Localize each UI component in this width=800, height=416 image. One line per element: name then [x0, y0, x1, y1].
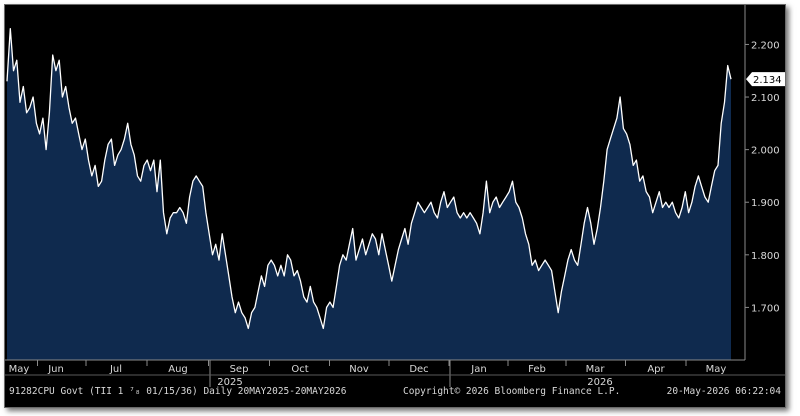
footer-copyright: Copyright© 2026 Bloomberg Finance L.P.: [403, 386, 620, 397]
footer-ticker: 91282CPU Govt (TII 1 ⁷₈ 01/15/36) Daily …: [9, 386, 347, 397]
x-axis: May Jun Jul Aug Sep Oct Nov Dec Jan Feb Mar Apr May 2…: [5, 359, 745, 388]
year-label: 2026: [587, 377, 612, 388]
last-value-tag: 2.134: [746, 72, 785, 87]
year-label: 2025: [217, 377, 242, 388]
price-chart: 1.700 1.800 1.900 2.000 2.100 2.200 May Jun Jul…: [5, 5, 785, 397]
y-tick-label: 2.000: [751, 146, 780, 157]
x-tick-label: Jul: [109, 364, 122, 375]
x-tick-label: May: [9, 364, 30, 375]
y-tick-label: 2.100: [751, 93, 780, 104]
y-axis: 1.700 1.800 1.900 2.000 2.100 2.200: [744, 5, 780, 360]
y-tick-label: 1.800: [751, 251, 780, 262]
x-tick-label: Dec: [409, 364, 428, 375]
y-tick-label: 1.900: [751, 198, 780, 209]
x-tick-label: Jun: [47, 364, 64, 375]
x-tick-label: Feb: [528, 364, 546, 375]
last-value-tag-shape: [746, 72, 785, 87]
x-tick-label: May: [706, 364, 727, 375]
x-tick-label: Aug: [168, 364, 188, 375]
x-tick-label: Apr: [647, 364, 665, 375]
x-tick-label: Jan: [470, 364, 486, 375]
x-tick-label: Nov: [349, 364, 369, 375]
last-value-label: 2.134: [753, 75, 782, 86]
footer-timestamp: 20-May-2026 06:22:04: [667, 386, 782, 397]
x-tick-label: Sep: [230, 364, 249, 375]
chart-frame: 1.700 1.800 1.900 2.000 2.100 2.200 May Jun Jul…: [4, 4, 786, 408]
y-tick-label: 2.200: [751, 40, 780, 51]
plot-area: [6, 28, 732, 360]
x-tick-label: Oct: [291, 364, 308, 375]
series-area: [7, 28, 731, 360]
series-line: [6, 28, 732, 330]
x-tick-label: Mar: [586, 364, 606, 375]
y-tick-label: 1.700: [751, 303, 780, 314]
